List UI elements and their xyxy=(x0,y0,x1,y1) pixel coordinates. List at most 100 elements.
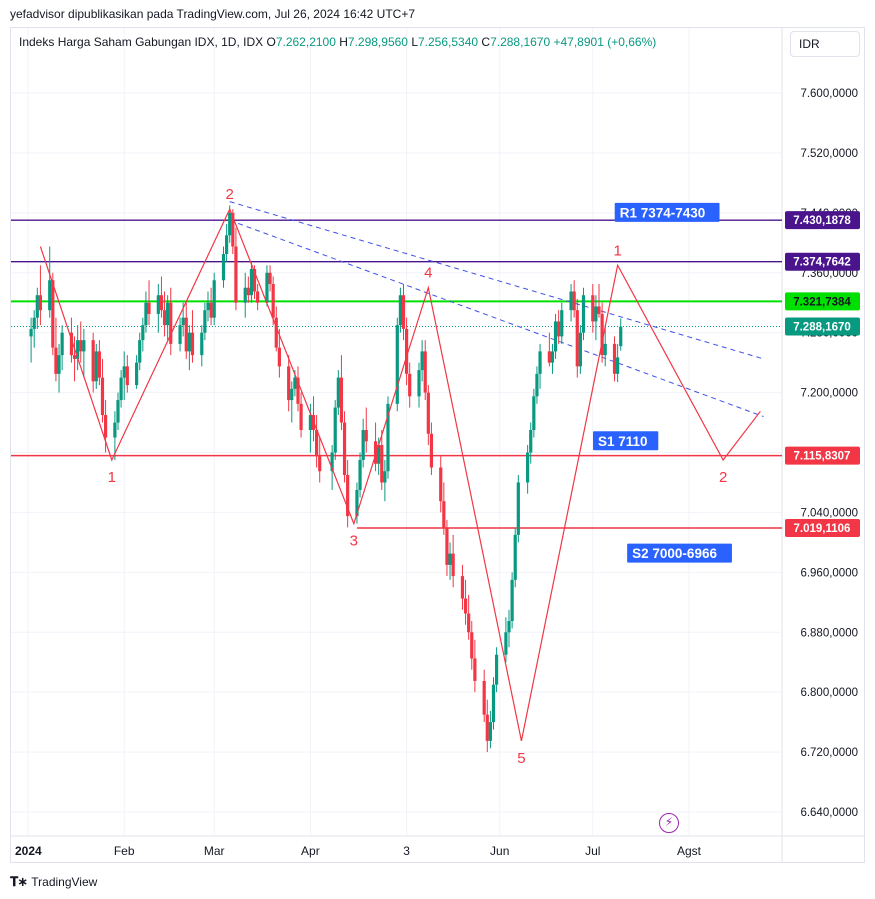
zone-label-box xyxy=(593,431,659,451)
candle-body xyxy=(616,357,620,374)
candle-body xyxy=(355,489,359,517)
elliott-wave-line[interactable] xyxy=(39,207,761,741)
candle-body xyxy=(274,317,278,348)
candle-body xyxy=(405,328,409,374)
currency-button[interactable]: IDR xyxy=(790,31,860,57)
candle-body xyxy=(550,351,555,363)
candle-body xyxy=(439,467,443,502)
y-tick-label: 6.800,0000 xyxy=(800,687,858,699)
chart-frame[interactable] xyxy=(10,27,865,863)
candle-body xyxy=(82,340,86,352)
candle-body xyxy=(417,370,421,397)
candle-body xyxy=(448,553,452,565)
candle-body xyxy=(535,373,539,397)
candle-body xyxy=(339,377,344,423)
candle-body xyxy=(122,366,126,378)
trend-line[interactable] xyxy=(229,219,764,418)
candle-body xyxy=(144,302,148,326)
candle-body xyxy=(470,632,474,659)
candle-body xyxy=(51,280,55,348)
candle-body xyxy=(234,246,238,303)
price-tag-box xyxy=(785,252,860,271)
price-tag-box xyxy=(785,317,860,336)
candle-body xyxy=(287,366,291,401)
candle-body xyxy=(231,212,235,247)
x-tick-label: Mar xyxy=(204,844,225,858)
price-tag-label: 7.374,7642 xyxy=(793,257,851,269)
close-label: C xyxy=(481,35,491,49)
x-tick-label: 2024 xyxy=(15,844,42,858)
candle-body xyxy=(32,317,36,329)
candle-body xyxy=(318,456,322,472)
high-value: 7.298,9560 xyxy=(347,35,408,49)
candle-body xyxy=(330,452,334,472)
candle-body xyxy=(557,321,561,337)
candle-body xyxy=(308,415,312,431)
candle-body xyxy=(246,287,250,296)
candle-body xyxy=(460,576,465,599)
x-tick-label: Apr xyxy=(301,844,320,858)
candle-body xyxy=(181,317,185,326)
trend-line[interactable] xyxy=(229,201,764,360)
zone-label-box xyxy=(614,202,720,222)
candle-body xyxy=(597,306,601,314)
candle-body xyxy=(57,355,61,374)
open-label: O xyxy=(266,35,276,49)
candle-body xyxy=(395,325,399,404)
symbol-title[interactable]: Indeks Harga Saham Gabungan IDX, 1D, IDX xyxy=(19,35,264,49)
y-tick-label: 7.040,0000 xyxy=(800,507,858,519)
price-tag-box xyxy=(785,519,860,538)
candle-body xyxy=(451,553,455,577)
candle-body xyxy=(72,355,77,359)
candle-body xyxy=(225,235,229,255)
price-tag-box xyxy=(785,446,860,465)
candle-body xyxy=(200,332,204,356)
candle-body xyxy=(361,430,365,460)
lightning-icon[interactable]: ⚡ xyxy=(659,813,679,833)
wave-label: 2 xyxy=(226,186,234,203)
candle-body xyxy=(169,302,173,344)
candle-body xyxy=(510,579,514,622)
candle-body xyxy=(141,325,145,341)
candle-body xyxy=(494,654,499,685)
price-tag-label: 7.019,1106 xyxy=(794,523,851,535)
candle-body xyxy=(358,459,362,490)
candle-body xyxy=(187,332,191,352)
candle-body xyxy=(206,302,210,311)
candle-body xyxy=(76,340,80,359)
candle-body xyxy=(299,403,303,431)
y-tick-label: 7.200,0000 xyxy=(800,388,858,400)
candle-body xyxy=(594,306,598,322)
candle-body xyxy=(364,430,368,442)
x-tick-label: Agst xyxy=(677,844,702,858)
close-value: 7.288,1670 xyxy=(490,35,551,49)
candle-body xyxy=(203,310,207,333)
candle-body xyxy=(315,430,319,457)
candle-body xyxy=(256,291,260,303)
y-tick-label: 6.720,0000 xyxy=(800,747,858,759)
candle-body xyxy=(420,351,424,371)
candle-body xyxy=(209,302,213,318)
candle-body xyxy=(249,269,254,296)
candle-body xyxy=(190,332,195,356)
candle-body xyxy=(156,295,160,314)
price-tag-label: 7.321,7384 xyxy=(793,296,851,308)
candle-body xyxy=(159,295,164,311)
price-tag-label: 7.115,8307 xyxy=(794,451,851,463)
candle-body xyxy=(333,407,337,453)
candle-body xyxy=(29,328,33,337)
candle-body xyxy=(538,351,542,374)
candle-body xyxy=(97,351,101,378)
y-tick-label: 6.880,0000 xyxy=(800,627,858,639)
candle-body xyxy=(277,347,281,367)
publisher-caption: yefadvisor dipublikasikan pada TradingVi… xyxy=(10,7,416,21)
open-value: 7.262,2100 xyxy=(275,35,336,49)
wave-label: 2 xyxy=(719,469,727,486)
candle-body xyxy=(60,332,64,356)
candle-body xyxy=(488,722,492,741)
candle-body xyxy=(619,326,623,347)
candle-body xyxy=(442,501,446,528)
x-tick-label: Jul xyxy=(585,844,600,858)
candle-body xyxy=(252,269,257,292)
